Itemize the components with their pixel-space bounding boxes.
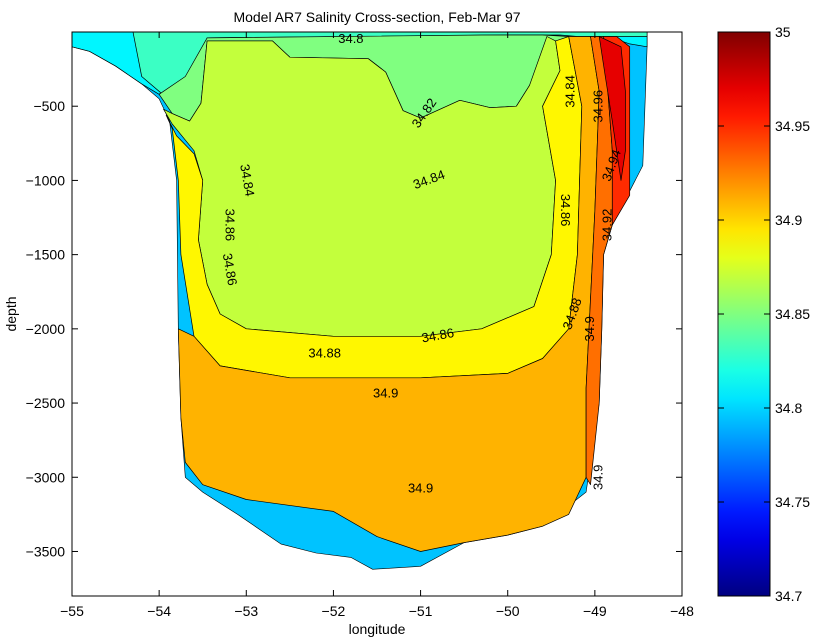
y-tick-label: −1000	[26, 172, 66, 188]
y-axis-ticks: −500 −1000 −1500 −2000 −2500 −3000 −3500	[26, 98, 682, 559]
contour-label: 34.9	[582, 316, 597, 341]
contour-label: 34.86	[220, 252, 240, 287]
colorbar-ticks: 34.7 34.75 34.8 34.85 34.9 34.95 35	[718, 24, 810, 604]
y-tick-label: −2000	[26, 321, 66, 337]
contour-fill-34-96	[598, 36, 626, 181]
x-tick-label: −50	[496, 603, 520, 619]
chart-title: Model AR7 Salinity Cross-section, Feb-Ma…	[233, 9, 520, 25]
y-axis-title: depth	[3, 296, 19, 331]
y-tick-label: −500	[33, 98, 65, 114]
colorbar-gradient	[717, 31, 771, 597]
colorbar-tick-label: 34.7	[775, 588, 802, 604]
contour-label: 34.84	[237, 163, 257, 198]
contour-label: 34.9	[591, 465, 606, 490]
colorbar-tick-label: 34.8	[775, 400, 802, 416]
x-tick-label: −49	[583, 603, 607, 619]
plot-frame	[71, 31, 683, 597]
contour-label: 34.92	[599, 209, 614, 242]
colorbar-tick-label: 35	[775, 24, 791, 40]
contour-label: 34.86	[222, 209, 237, 242]
contour-label: 34.86	[558, 194, 573, 227]
x-tick-label: −51	[409, 603, 433, 619]
colorbar-tick-label: 34.75	[775, 494, 810, 510]
colorbar-tick-label: 34.9	[775, 212, 802, 228]
contour-fills	[72, 32, 648, 570]
y-tick-label: −3000	[26, 469, 66, 485]
x-tick-label: −53	[234, 603, 258, 619]
contour-label: 34.96	[591, 90, 606, 123]
colorbar-tick-label: 34.85	[775, 306, 810, 322]
contour-label: 34.9	[373, 386, 398, 401]
contour-label: 34.88	[308, 346, 341, 361]
contour-label: 34.8	[338, 31, 363, 46]
x-tick-label: −52	[322, 603, 346, 619]
contour-label: 34.86	[420, 325, 455, 345]
x-tick-label: −55	[60, 603, 84, 619]
contour-label: 34.84	[563, 75, 578, 108]
contour-label: 34.9	[408, 481, 433, 496]
x-tick-label: −54	[147, 603, 171, 619]
y-tick-label: −1500	[26, 247, 66, 263]
y-tick-label: −2500	[26, 395, 66, 411]
colorbar: 34.7 34.75 34.8 34.85 34.9 34.95 35	[717, 24, 810, 604]
x-axis-title: longitude	[349, 621, 406, 637]
colorbar-tick-label: 34.95	[775, 118, 810, 134]
y-tick-label: −3500	[26, 543, 66, 559]
x-axis-ticks: −55 −54 −53 −52 −51 −50 −49 −48	[60, 32, 694, 619]
x-tick-label: −48	[670, 603, 694, 619]
